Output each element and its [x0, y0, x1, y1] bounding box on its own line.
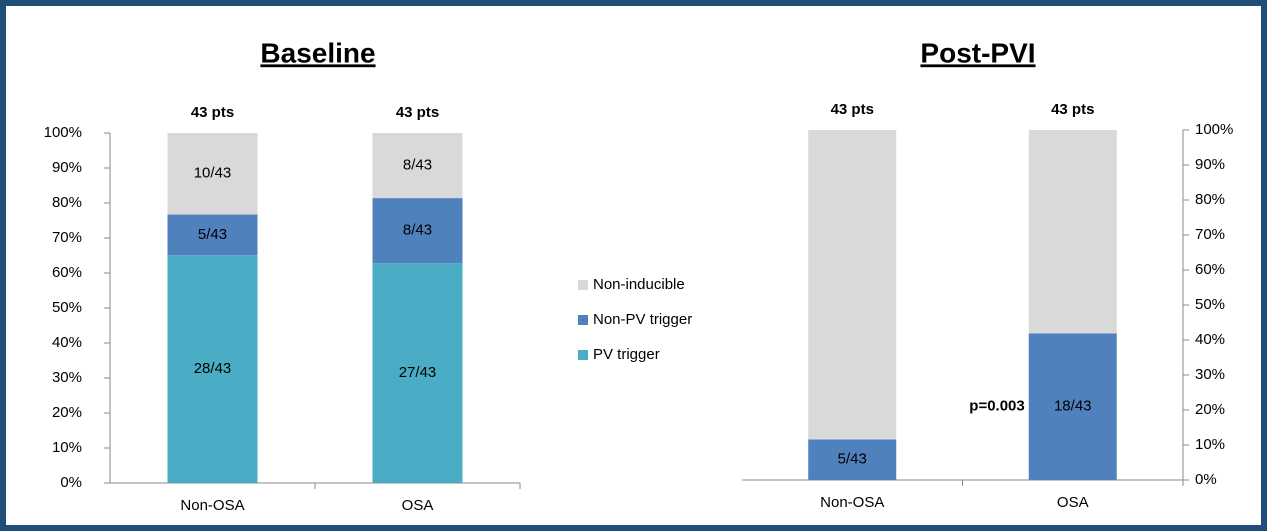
y-tick-label: 50%: [1195, 296, 1225, 313]
value-label: 28/43: [194, 360, 232, 377]
bar-segment: [167, 133, 258, 215]
y-tick-label: 60%: [1195, 261, 1225, 278]
bar-segment: [1028, 130, 1117, 334]
bar-top-label: 43 pts: [396, 104, 439, 121]
legend-label: PV trigger: [593, 346, 660, 363]
y-tick-label: 40%: [1195, 331, 1225, 348]
y-tick-label: 30%: [1195, 366, 1225, 383]
y-tick-label: 20%: [52, 404, 82, 421]
y-tick-label: 30%: [52, 369, 82, 386]
y-tick-label: 100%: [44, 124, 82, 141]
chart-title: Post-PVI: [920, 37, 1035, 68]
y-tick-label: 10%: [52, 439, 82, 456]
bar-segment: [808, 130, 897, 440]
legend-swatch: [578, 280, 588, 290]
value-label: 5/43: [838, 451, 867, 468]
y-tick-label: 90%: [52, 159, 82, 176]
y-tick-label: 0%: [1195, 471, 1217, 488]
value-label: 5/43: [198, 226, 227, 243]
bar-segment: [372, 263, 463, 483]
x-tick-label: OSA: [1057, 494, 1089, 511]
y-tick-label: 70%: [52, 229, 82, 246]
y-tick-label: 80%: [52, 194, 82, 211]
bar-top-label: 43 pts: [191, 104, 234, 121]
bar-segment: [167, 255, 258, 483]
bar-top-label: 43 pts: [831, 101, 874, 118]
y-tick-label: 40%: [52, 334, 82, 351]
chart-title: Baseline: [260, 37, 375, 68]
legend-swatch: [578, 315, 588, 325]
x-tick-label: Non-OSA: [180, 497, 244, 514]
y-tick-label: 0%: [60, 474, 82, 491]
value-label: 27/43: [399, 364, 437, 381]
y-tick-label: 50%: [52, 299, 82, 316]
y-tick-label: 20%: [1195, 401, 1225, 418]
y-tick-label: 60%: [52, 264, 82, 281]
bar-segment: [808, 439, 897, 480]
annotation: p=0.003: [969, 398, 1024, 415]
y-tick-label: 90%: [1195, 156, 1225, 173]
value-label: 8/43: [403, 157, 432, 174]
y-tick-label: 10%: [1195, 436, 1225, 453]
value-label: 8/43: [403, 222, 432, 239]
bar-segment: [372, 198, 463, 264]
value-label: 18/43: [1054, 398, 1092, 415]
bar-segment: [167, 214, 258, 256]
x-tick-label: OSA: [402, 497, 434, 514]
legend-swatch: [578, 350, 588, 360]
legend-label: Non-PV trigger: [593, 311, 692, 328]
x-tick-label: Non-OSA: [820, 494, 884, 511]
y-tick-label: 80%: [1195, 191, 1225, 208]
y-tick-label: 100%: [1195, 121, 1233, 138]
legend-label: Non-inducible: [593, 276, 685, 293]
bar-top-label: 43 pts: [1051, 101, 1094, 118]
y-tick-label: 70%: [1195, 226, 1225, 243]
bar-segment: [1028, 333, 1117, 480]
bar-segment: [372, 133, 463, 199]
value-label: 10/43: [194, 165, 232, 182]
